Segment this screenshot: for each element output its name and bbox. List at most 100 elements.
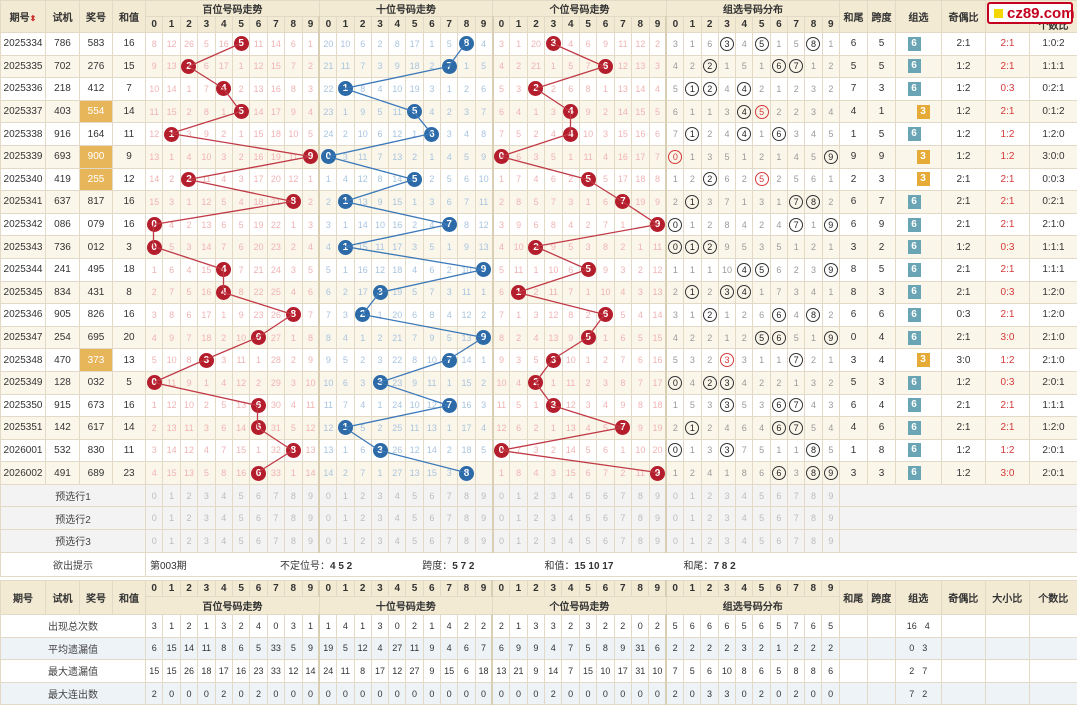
ones-cell[interactable]: 8 bbox=[561, 303, 580, 327]
tens-cell[interactable]: 11 bbox=[474, 190, 494, 214]
tens-cell[interactable]: 11 bbox=[405, 416, 424, 440]
miss-value[interactable]: 6 bbox=[724, 174, 730, 185]
stat-value[interactable]: 8 bbox=[804, 659, 823, 683]
tens-cell[interactable]: 24 bbox=[388, 393, 407, 418]
ones-cell[interactable]: 10 bbox=[578, 122, 598, 146]
foot-digit-header[interactable]: 9 bbox=[648, 580, 667, 597]
miss-value[interactable]: 1 bbox=[221, 309, 227, 320]
miss-value[interactable]: 14 bbox=[253, 106, 264, 117]
sum-tail-cell[interactable]: 8 bbox=[839, 257, 868, 282]
miss-value[interactable]: 10 bbox=[340, 38, 351, 49]
miss-value[interactable]: 3 bbox=[793, 287, 799, 298]
big-small-cell[interactable]: 3:0 bbox=[985, 325, 1030, 350]
miss-value[interactable]: 11 bbox=[496, 400, 507, 411]
stat-group-b[interactable]: 4 bbox=[924, 620, 930, 631]
trial-cell[interactable]: 637 bbox=[45, 190, 80, 214]
preselect-digit[interactable]: 3 bbox=[370, 529, 390, 553]
tens-cell[interactable]: 15 bbox=[457, 370, 476, 395]
digit-header[interactable]: 1 bbox=[683, 16, 702, 33]
miss-value[interactable]: 4 bbox=[203, 445, 209, 456]
tens-ball[interactable]: 1 bbox=[337, 420, 353, 436]
digit-header[interactable]: 7 bbox=[266, 16, 286, 33]
ones-cell[interactable]: 1 bbox=[526, 257, 546, 282]
ones-cell[interactable]: 12 bbox=[544, 303, 563, 327]
miss-value[interactable]: 8 bbox=[221, 468, 227, 479]
hundreds-cell[interactable]: 6 bbox=[249, 393, 268, 418]
miss-value[interactable]: 16 bbox=[635, 129, 646, 140]
issue-cell[interactable]: 2025344 bbox=[0, 257, 46, 282]
hundreds-cell[interactable]: 8 bbox=[179, 348, 199, 372]
ones-cell[interactable]: 7 bbox=[596, 212, 615, 237]
tens-cell[interactable]: 2 bbox=[405, 212, 424, 237]
tens-cell[interactable]: 13 bbox=[474, 235, 494, 259]
hundreds-cell[interactable]: 2 bbox=[179, 167, 199, 192]
tens-cell[interactable]: 17 bbox=[405, 32, 424, 56]
miss-value[interactable]: 6 bbox=[481, 83, 487, 94]
miss-value[interactable]: 2 bbox=[654, 38, 660, 49]
digit-header[interactable]: 2 bbox=[179, 16, 199, 33]
hundreds-cell[interactable]: 18 bbox=[249, 190, 268, 214]
group-dist-cell[interactable]: 1 bbox=[683, 257, 702, 282]
preselect-digit[interactable]: 0 bbox=[144, 506, 164, 531]
big-small-cell[interactable]: 2:1 bbox=[985, 54, 1030, 79]
tens-cell[interactable]: 7 bbox=[422, 280, 442, 305]
miss-value[interactable]: 2 bbox=[793, 264, 799, 275]
group-dist-cell[interactable]: 3 bbox=[787, 280, 806, 305]
miss-value[interactable]: 12 bbox=[617, 61, 628, 72]
hundreds-cell[interactable]: 7 bbox=[197, 77, 216, 101]
digit-header[interactable]: 1 bbox=[162, 16, 181, 33]
tens-ball[interactable]: 3 bbox=[372, 375, 388, 391]
miss-value[interactable]: 12 bbox=[461, 309, 472, 320]
tens-cell[interactable]: 21 bbox=[388, 325, 407, 350]
group-dist-cell[interactable]: 2 bbox=[683, 54, 702, 79]
group-circle[interactable]: 2 bbox=[702, 240, 717, 255]
group-dist-cell[interactable]: 1 bbox=[665, 461, 685, 485]
miss-value[interactable]: 3 bbox=[603, 129, 609, 140]
miss-value[interactable]: 4 bbox=[672, 61, 678, 72]
hundreds-cell[interactable]: 9 bbox=[231, 303, 251, 327]
miss-value[interactable]: 10 bbox=[478, 174, 489, 185]
miss-value[interactable]: 5 bbox=[533, 355, 539, 366]
miss-value[interactable]: 16 bbox=[218, 38, 229, 49]
stat-value[interactable]: 0 bbox=[353, 681, 372, 706]
digit-header[interactable]: 0 bbox=[318, 16, 338, 33]
hundreds-cell[interactable]: 9 bbox=[284, 99, 303, 124]
miss-value[interactable]: 13 bbox=[149, 151, 160, 162]
group-circle[interactable]: 0 bbox=[668, 217, 683, 232]
group-circle[interactable]: 9 bbox=[823, 149, 838, 164]
route-cell[interactable]: 0:2:1 bbox=[1029, 77, 1077, 101]
miss-value[interactable]: 11 bbox=[652, 242, 663, 253]
hundreds-cell[interactable]: 4 bbox=[144, 461, 164, 485]
preselect-digit[interactable]: 9 bbox=[301, 483, 320, 508]
hundreds-cell[interactable]: 1 bbox=[249, 438, 268, 463]
tens-ball[interactable]: 1 bbox=[337, 239, 353, 255]
preselect-label[interactable]: 预选行1 bbox=[0, 483, 146, 508]
tens-cell[interactable]: 4 bbox=[440, 303, 459, 327]
miss-value[interactable]: 2 bbox=[776, 106, 782, 117]
stat-value[interactable]: 0 bbox=[162, 681, 181, 706]
miss-value[interactable]: 1 bbox=[151, 264, 157, 275]
stat-value[interactable]: 3 bbox=[214, 614, 233, 638]
ones-cell[interactable]: 7 bbox=[596, 461, 615, 485]
miss-value[interactable]: 3 bbox=[810, 377, 816, 388]
group-badge[interactable]: 6 bbox=[907, 466, 921, 481]
preselect-digit[interactable]: 8 bbox=[804, 529, 823, 553]
stat-label[interactable]: 平均遗漏值 bbox=[0, 636, 146, 661]
route-cell[interactable]: 2:0:1 bbox=[1029, 370, 1077, 395]
stat-value[interactable]: 0 bbox=[648, 681, 667, 706]
sum-tail-cell[interactable]: 6 bbox=[839, 303, 868, 327]
stat-value[interactable]: 10 bbox=[648, 659, 667, 683]
group-dist-cell[interactable]: 1 bbox=[769, 32, 789, 56]
route-cell[interactable]: 2:1:0 bbox=[1029, 212, 1077, 237]
miss-value[interactable]: 13 bbox=[166, 61, 177, 72]
preselect-digit[interactable]: 4 bbox=[214, 529, 233, 553]
miss-value[interactable]: 3 bbox=[429, 83, 435, 94]
tens-cell[interactable]: 8 bbox=[318, 325, 338, 350]
preselect-extra[interactable] bbox=[839, 483, 1077, 508]
miss-value[interactable]: 23 bbox=[253, 309, 264, 320]
span-cell[interactable]: 4 bbox=[867, 325, 896, 350]
hundreds-cell[interactable]: 7 bbox=[214, 235, 233, 259]
hundreds-ball[interactable]: 2 bbox=[181, 171, 197, 187]
stat-value[interactable]: 0 bbox=[769, 681, 788, 706]
group-dist-cell[interactable]: 3 bbox=[700, 393, 719, 418]
